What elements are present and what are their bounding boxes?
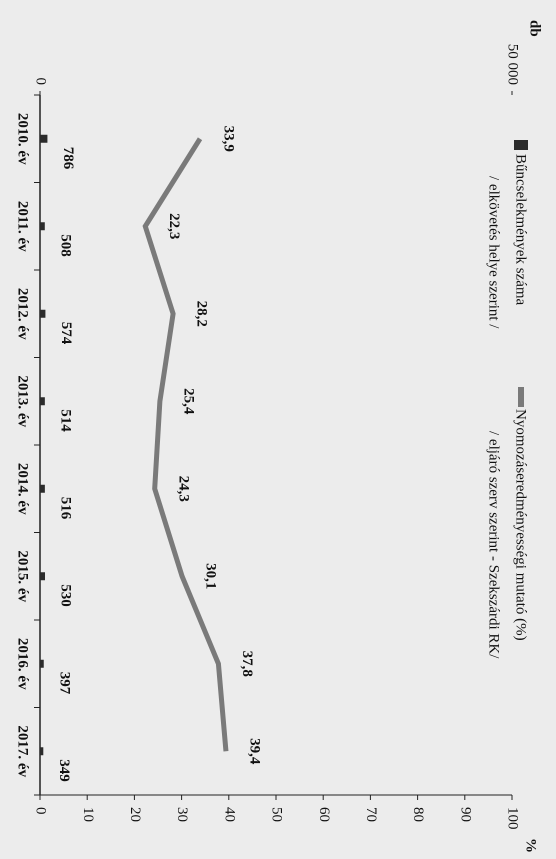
- bar-value-label: 530: [58, 584, 74, 607]
- line-value-label: 33,9: [221, 126, 237, 152]
- x-tick-label: 2013. év: [15, 375, 31, 427]
- legend-note: / eljáró szerv szerint - Szekszárdi RK/: [486, 431, 502, 659]
- bar: [40, 222, 45, 231]
- y2-tick-label: 10: [80, 807, 96, 822]
- bar: [40, 572, 46, 581]
- y-tick-label: 0: [33, 78, 49, 86]
- x-tick-label: 2014. év: [15, 463, 31, 515]
- legend-label: Nyomozáseredményességi mutató (%): [513, 409, 529, 641]
- line-value-label: 24,3: [175, 476, 191, 502]
- x-tick-label: 2012. év: [15, 288, 31, 340]
- y-tick-label: 50 000: [505, 44, 521, 85]
- rotated-chart: db % 0 50 000 0 10 20 30 40 50 60 70 80 90 100 2010. …: [15, 20, 543, 853]
- x-tick-label: 2016. év: [15, 638, 31, 690]
- x-tick-label: 2011. év: [15, 201, 31, 252]
- x-tick-label: 2010. év: [15, 113, 31, 165]
- bar-value-label: 786: [60, 147, 76, 170]
- bar-value-label: 508: [57, 234, 73, 257]
- y2-tick-label: 100: [505, 807, 521, 830]
- bar-value-label: 516: [57, 497, 73, 520]
- legend-label: Bűncselekmények száma: [513, 154, 529, 306]
- y2-axis-label: %: [523, 838, 539, 853]
- line-value-label: 39,4: [247, 738, 263, 765]
- bar: [39, 484, 45, 493]
- bar-value-label: 397: [56, 672, 72, 695]
- x-tick-label: 2015. év: [15, 550, 31, 602]
- bar: [39, 309, 46, 318]
- bar-value-label: 349: [56, 759, 72, 782]
- y2-tick-label: 70: [363, 807, 379, 822]
- legend-note: / elkövetés helye szerint /: [486, 176, 502, 329]
- y2-tick-label: 30: [174, 807, 190, 822]
- line-value-label: 30,1: [203, 563, 219, 589]
- bar: [40, 397, 45, 406]
- line-value-label: 28,2: [194, 301, 210, 327]
- y2-tick-label: 50: [269, 807, 285, 822]
- legend-swatch: [514, 140, 528, 150]
- y2-tick-label: 80: [410, 807, 426, 822]
- y-axis-label: db: [527, 20, 543, 37]
- y2-tick-label: 60: [316, 807, 332, 822]
- y2-tick-label: 40: [221, 807, 237, 822]
- y2-tick-label: 90: [457, 807, 473, 822]
- x-tick-label: 2017. év: [15, 725, 31, 777]
- bar-value-label: 574: [58, 322, 74, 345]
- line-value-label: 22,3: [166, 213, 182, 239]
- bar: [39, 747, 44, 756]
- bar: [40, 659, 44, 668]
- line-value-label: 25,4: [180, 388, 196, 415]
- line-value-label: 37,8: [239, 651, 255, 677]
- y2-tick-label: 20: [127, 807, 143, 822]
- line: [142, 137, 229, 752]
- bar-value-label: 514: [57, 409, 73, 432]
- bar: [39, 134, 48, 143]
- y2-tick-label: 0: [33, 807, 49, 815]
